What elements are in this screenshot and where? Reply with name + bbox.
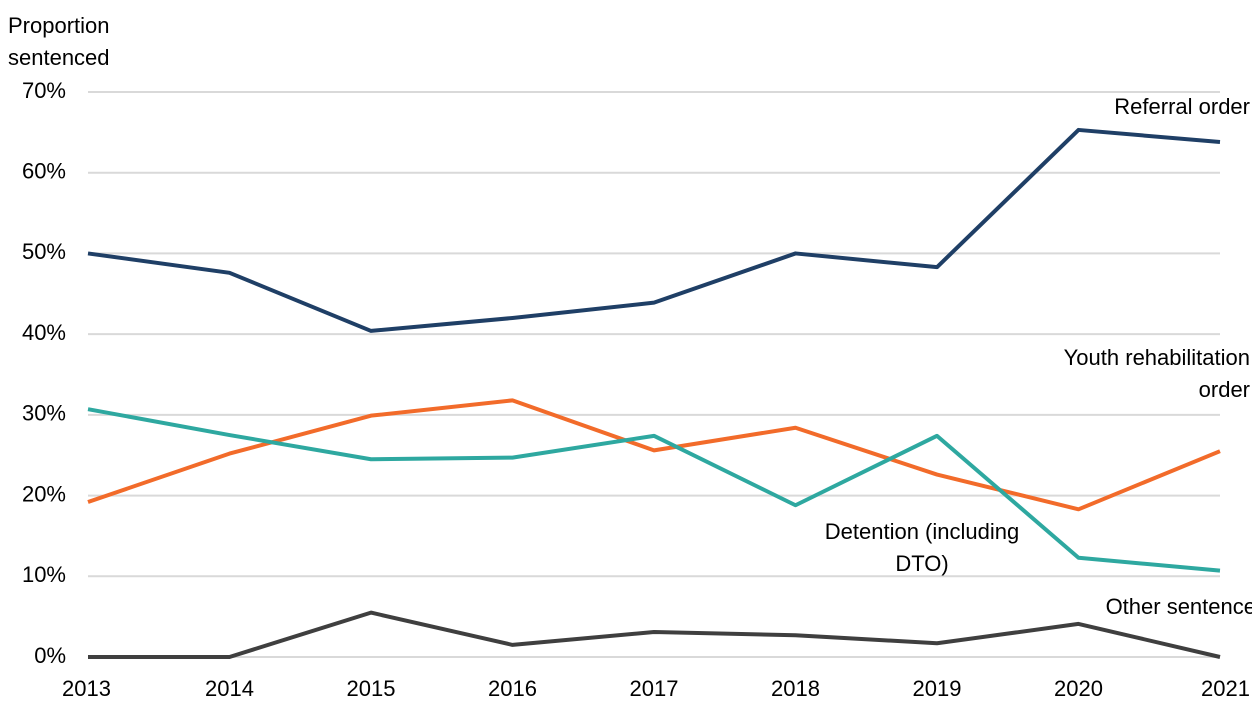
series-line [87, 398, 1221, 512]
x-tick-label: 2020 [1054, 676, 1103, 701]
x-tick-label: 2014 [205, 676, 254, 701]
y-tick-label: 50% [22, 239, 66, 264]
y-tick-label: 0% [34, 643, 66, 668]
x-tick-label: 2015 [347, 676, 396, 701]
series-label: Other sentence [1105, 594, 1252, 619]
series-label: Referral order [1114, 94, 1250, 119]
y-tick-label: 10% [22, 562, 66, 587]
series-line [88, 610, 1221, 659]
y-tick-label: 70% [22, 78, 66, 103]
y-axis-label: Proportion sentenced [8, 13, 110, 70]
y-tick-label: 40% [22, 320, 66, 345]
y-tick-label: 20% [22, 481, 66, 506]
x-tick-label: 2013 [62, 676, 111, 701]
y-tick-label: 60% [22, 159, 66, 184]
series-label: Youth rehabilitation order [1063, 345, 1250, 402]
x-tick-label: 2019 [913, 676, 962, 701]
x-tick-label: 2018 [771, 676, 820, 701]
series-label: Detention (including DTO) [824, 519, 1020, 576]
series-line [87, 127, 1221, 333]
series-line [87, 407, 1221, 573]
y-tick-label: 30% [22, 401, 66, 426]
x-tick-label: 2017 [630, 676, 679, 701]
x-tick-label: 2016 [488, 676, 537, 701]
x-tick-label: 2021 [1201, 676, 1250, 701]
